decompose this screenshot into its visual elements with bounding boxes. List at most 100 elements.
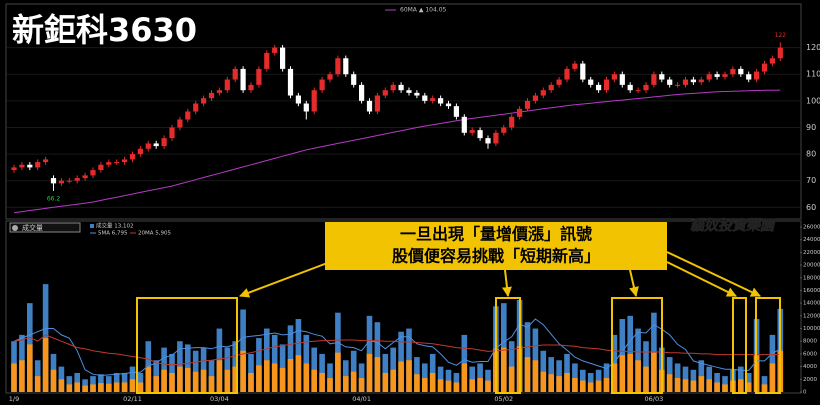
dropdown[interactable]: [9, 222, 81, 233]
dropdown-label[interactable]: 成交量: [22, 223, 43, 232]
candle-body: [216, 90, 222, 93]
x-tick-label: 02/11: [123, 395, 142, 403]
volume-bar: [674, 378, 681, 392]
candle-body: [430, 98, 436, 101]
annotation-text: 一旦出現「量增價漲」訊號: [400, 225, 592, 244]
volume-bar: [666, 374, 673, 392]
settings-icon[interactable]: [12, 225, 18, 231]
candle-body: [335, 58, 341, 75]
arrow: [502, 269, 512, 297]
volume-bar: [185, 367, 191, 392]
volume-bar: [358, 378, 365, 392]
volume-bar: [485, 380, 491, 392]
candle-body: [643, 84, 649, 91]
volume-bar: [90, 376, 96, 392]
arrow: [666, 261, 737, 297]
y-tick-label: 2000: [803, 377, 817, 383]
candle-body: [588, 79, 594, 85]
candle-body: [596, 84, 602, 91]
volume-bar: [769, 363, 776, 392]
volume-bar: [635, 360, 641, 392]
candle-body: [517, 108, 523, 117]
volume-bar: [42, 338, 49, 392]
legend-swatch: [90, 224, 94, 228]
volume-bar: [319, 372, 325, 392]
candle-body: [19, 164, 25, 168]
candle-body: [366, 100, 373, 112]
candle-body: [445, 103, 452, 107]
y-tick-label: 26000: [803, 225, 820, 231]
volume-bar: [429, 372, 436, 392]
volume-bar: [745, 382, 752, 392]
candle-body: [224, 79, 230, 91]
volume-bar: [572, 363, 578, 392]
candle-body: [27, 164, 33, 168]
volume-bar: [287, 359, 294, 392]
candle-body: [556, 79, 562, 85]
volume-bar: [358, 363, 365, 392]
volume-bar: [11, 363, 17, 392]
highlight-box: [732, 297, 747, 394]
y-tick-label: 22000: [803, 250, 820, 256]
candle-body: [256, 68, 262, 85]
volume-bar: [611, 363, 618, 392]
candle-body: [311, 90, 317, 112]
volume-panel: [5, 220, 802, 394]
highlights: [136, 251, 781, 394]
y-tick-label: 60: [806, 203, 816, 212]
volume-bar: [303, 363, 310, 392]
ma-line: [13, 89, 781, 214]
page-title: 新鉅科3630: [12, 11, 197, 49]
volume-bar: [19, 360, 25, 392]
logo: 貓奴投資樂園: [689, 217, 776, 234]
volume-bar: [572, 378, 578, 392]
candle-body: [532, 95, 538, 101]
volume-bar: [548, 374, 554, 392]
volume-bar: [682, 379, 689, 392]
candle-body: [185, 111, 191, 120]
volume-bar: [595, 380, 602, 392]
volume-bar: [169, 372, 175, 392]
volume-bar: [477, 363, 483, 392]
volume-bar: [714, 382, 720, 392]
volume-bar: [390, 369, 396, 392]
volume-bar: [524, 357, 531, 392]
candle-body: [761, 63, 768, 72]
candle-body: [540, 90, 546, 96]
candle-body: [714, 74, 720, 77]
y-tick-label: 10000: [803, 326, 820, 332]
volume-bar: [335, 352, 341, 392]
volume-bar: [137, 382, 144, 392]
candle-body: [469, 130, 475, 133]
price-panel: [5, 3, 802, 220]
candle-body: [698, 79, 704, 83]
candle-body: [746, 74, 752, 80]
volume-bar: [327, 363, 333, 392]
volume-bar: [508, 366, 515, 392]
x-tick-label: 05/02: [494, 395, 513, 403]
volume-bar: [271, 363, 278, 392]
candle-body: [414, 92, 420, 96]
highlight-box: [611, 297, 663, 394]
volume-bar: [722, 376, 728, 392]
volume-bar: [295, 355, 302, 392]
low-label: 66.2: [47, 195, 61, 202]
volume-bar: [422, 378, 428, 392]
candle-body: [122, 159, 128, 163]
candle-body: [248, 84, 254, 91]
candle-body: [580, 63, 586, 80]
volume-bar: [453, 382, 460, 392]
volume-bar: [619, 355, 626, 392]
annotation-text: 股價便容易挑戰「短期新高」: [392, 247, 600, 266]
candle-body: [82, 175, 88, 179]
candle-body: [509, 116, 515, 128]
volume-bar: [627, 353, 633, 392]
y-tick-label: 14000: [803, 301, 820, 307]
highlight-box: [495, 297, 521, 394]
y-tick-label: 80: [806, 150, 816, 159]
volume-bar: [437, 379, 444, 392]
volume-bar: [82, 385, 88, 392]
volume-bar: [153, 376, 159, 392]
candle-body: [769, 58, 775, 64]
volume-bar: [556, 376, 562, 392]
